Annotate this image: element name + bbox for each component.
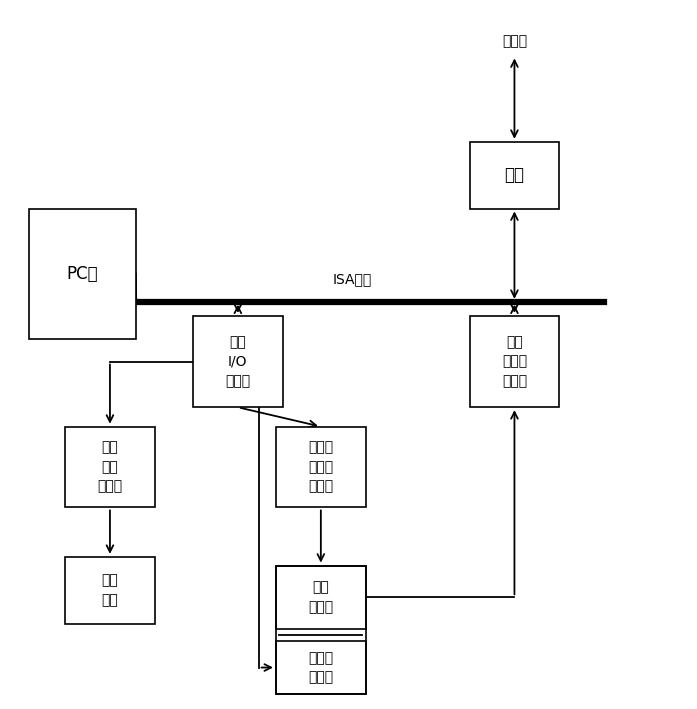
Text: 角度
编码器: 角度 编码器	[308, 581, 333, 614]
Text: 网卡: 网卡	[505, 166, 524, 184]
Text: ISA总线: ISA总线	[332, 272, 372, 286]
Bar	[470, 316, 560, 407]
Text: PC机: PC机	[66, 264, 98, 283]
Bar	[470, 142, 560, 208]
Bar	[276, 427, 366, 508]
Bar	[276, 566, 366, 629]
Text: 数据
I/O
接口卡: 数据 I/O 接口卡	[225, 335, 250, 388]
Text: 以太网: 以太网	[502, 35, 527, 48]
Bar	[276, 641, 366, 694]
Text: 步进
电机: 步进 电机	[102, 574, 118, 607]
Text: 交流伺
服电机: 交流伺 服电机	[308, 651, 333, 684]
Text: 步进
电机
驱动器: 步进 电机 驱动器	[98, 440, 123, 493]
Text: 角度
编码器
采集卡: 角度 编码器 采集卡	[502, 335, 527, 388]
Bar	[65, 427, 155, 508]
Bar	[193, 316, 283, 407]
Bar	[276, 566, 366, 694]
Text: 交流伺
服电机
驱动器: 交流伺 服电机 驱动器	[308, 440, 333, 493]
Bar	[29, 208, 136, 339]
Bar	[65, 557, 155, 624]
